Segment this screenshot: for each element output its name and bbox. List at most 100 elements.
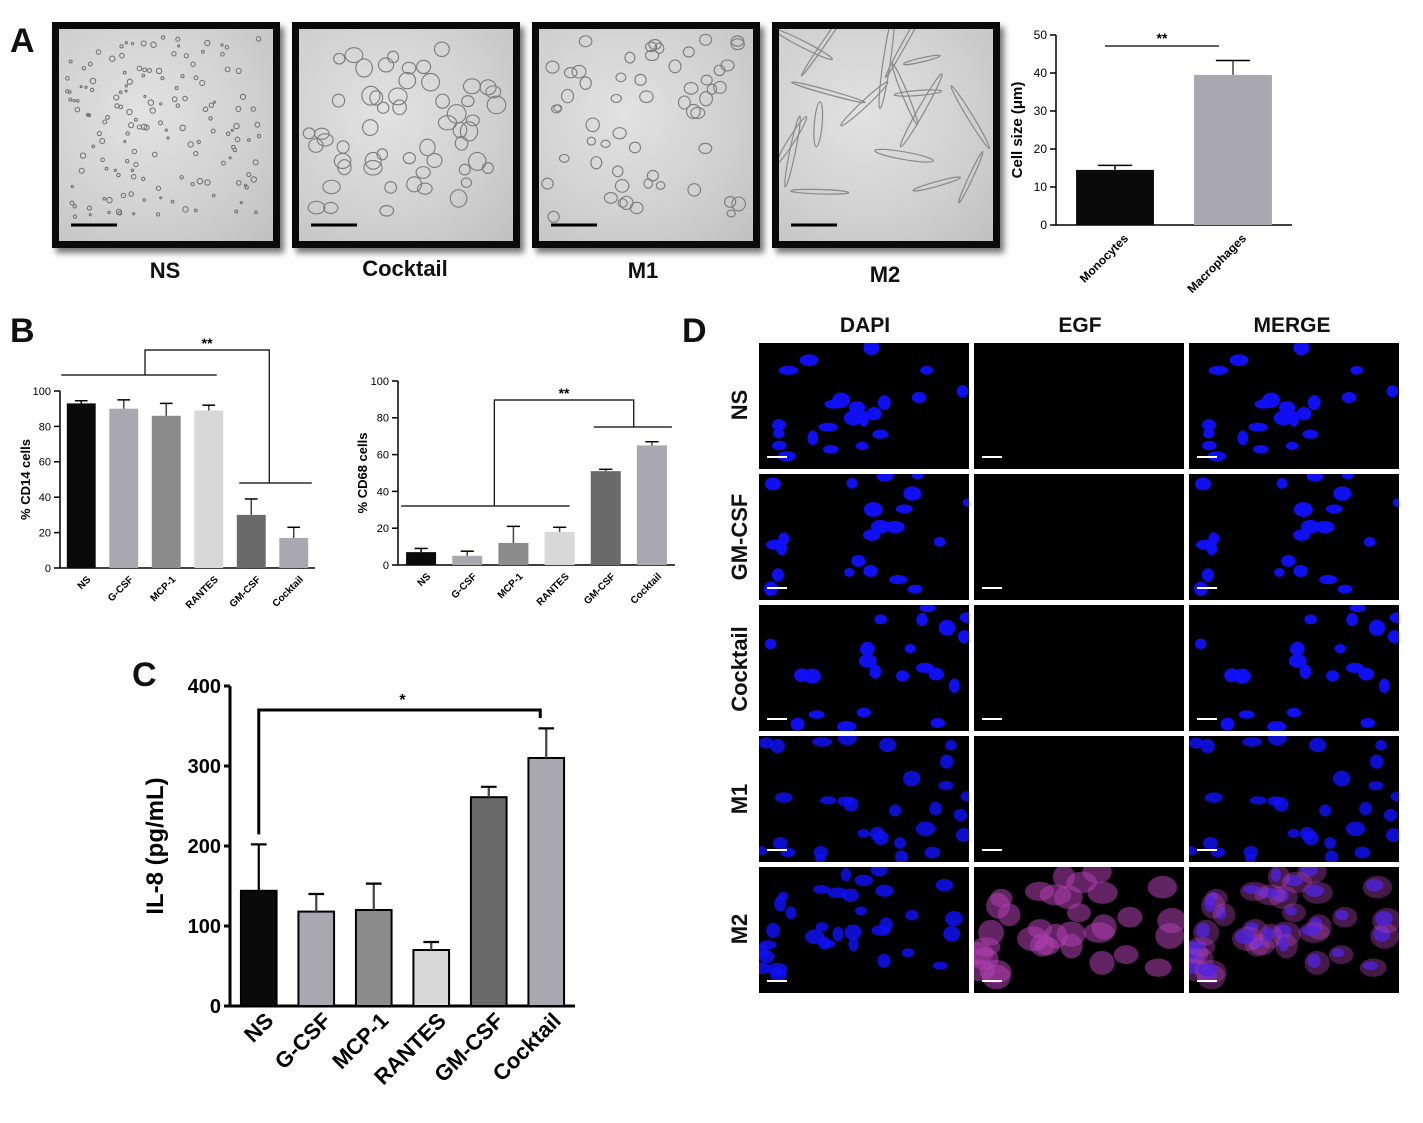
egf-signal — [1281, 871, 1313, 894]
nucleus — [1387, 630, 1399, 644]
fluorescence-canvas — [1193, 474, 1399, 597]
nucleus — [1385, 828, 1399, 843]
nucleus — [943, 925, 961, 942]
cell-mark — [462, 78, 482, 95]
cell-mark — [720, 59, 735, 72]
egf-signal — [1359, 958, 1387, 977]
cell-mark — [644, 49, 660, 62]
cell-mark — [316, 133, 334, 147]
nucleus — [1281, 554, 1296, 567]
cell-mark — [731, 196, 746, 212]
nucleus — [772, 440, 787, 451]
nucleus — [1286, 707, 1302, 718]
cell-mark — [612, 165, 624, 178]
nucleus — [1375, 911, 1393, 927]
nucleus — [872, 429, 889, 439]
egf-signal — [1144, 958, 1172, 977]
nucleus — [1288, 653, 1307, 668]
nucleus — [955, 828, 969, 843]
egf-signal — [1060, 933, 1083, 959]
fluorescence-canvas — [1197, 343, 1399, 462]
cell-mark — [590, 156, 603, 170]
cell-mark — [133, 162, 139, 168]
nucleus — [889, 574, 908, 585]
y-tick-label: 40 — [1034, 66, 1048, 80]
nucleus — [844, 924, 862, 940]
nucleus — [1301, 925, 1321, 936]
nucleus — [1307, 953, 1321, 968]
nucleus — [935, 878, 954, 892]
cell-mark — [603, 192, 618, 204]
fluorescence-image — [974, 736, 1184, 862]
egf-signal — [1372, 908, 1399, 934]
nucleus — [1305, 884, 1324, 897]
nucleus — [851, 554, 866, 567]
col-head-egf: EGF — [1058, 314, 1102, 337]
nucleus — [772, 419, 786, 431]
nucleus — [1362, 961, 1378, 970]
cell-mark — [481, 162, 495, 174]
nucleus — [1324, 837, 1336, 849]
nucleus — [1319, 804, 1332, 817]
nucleus — [1243, 884, 1261, 894]
cell-mark — [446, 104, 467, 124]
y-tick-label: 30 — [1034, 104, 1048, 118]
nucleus — [863, 343, 880, 356]
cell-mark — [187, 141, 194, 148]
nucleus — [773, 428, 785, 439]
nucleus — [766, 922, 781, 939]
egf-signal — [1297, 867, 1327, 884]
nucleus — [765, 477, 781, 491]
egf-signal — [1267, 867, 1290, 889]
cell-mark — [254, 210, 258, 215]
nucleus — [812, 737, 833, 747]
cell-mark — [170, 199, 175, 204]
nucleus — [1363, 536, 1376, 547]
fluorescence-image — [974, 474, 1184, 600]
category-label: GM-CSF — [582, 571, 618, 607]
cell-mark — [225, 131, 231, 137]
cell-mark — [713, 64, 726, 77]
fluorescence-canvas — [1189, 736, 1399, 862]
nucleus — [824, 399, 843, 409]
cell-mark — [102, 196, 107, 201]
cell-mark — [585, 117, 600, 133]
cell-mark — [682, 46, 695, 58]
fluorescence-image — [759, 605, 969, 731]
cell-mark — [160, 35, 166, 40]
cell-mark — [204, 39, 211, 47]
cell-mark — [655, 181, 666, 190]
fluorescence-canvas — [767, 343, 969, 462]
nucleus — [1289, 641, 1305, 657]
cell-mark — [379, 205, 395, 217]
nucleus — [872, 830, 889, 846]
nucleus — [905, 909, 919, 921]
egf-signal — [1157, 908, 1184, 934]
cell-mark — [460, 177, 473, 188]
col-head-merge: MERGE — [1253, 314, 1331, 337]
egf-signal — [1271, 921, 1301, 947]
fluorescence-canvas — [764, 605, 969, 731]
cell-mark — [91, 144, 96, 149]
cell-mark — [72, 204, 77, 209]
cell-mark — [784, 115, 801, 188]
col-head-dapi: DAPI — [839, 314, 891, 337]
cell-mark — [183, 53, 189, 59]
cell-mark — [65, 89, 70, 94]
cell-mark — [254, 121, 261, 128]
nucleus — [1284, 906, 1297, 916]
cell-mark — [130, 168, 135, 173]
cell-mark — [362, 119, 379, 136]
nucleus — [904, 644, 916, 654]
cell-mark — [72, 99, 76, 103]
egf-signal — [1083, 922, 1115, 943]
egf-signal — [1259, 923, 1283, 949]
nucleus — [933, 536, 946, 547]
nucleus — [1373, 925, 1391, 942]
egf-signal — [1332, 906, 1358, 928]
micrograph-label-ns: NS — [149, 258, 181, 283]
nucleus — [957, 630, 969, 644]
cell-mark — [221, 160, 226, 166]
cell-mark — [232, 147, 238, 153]
nucleus — [1319, 574, 1338, 585]
